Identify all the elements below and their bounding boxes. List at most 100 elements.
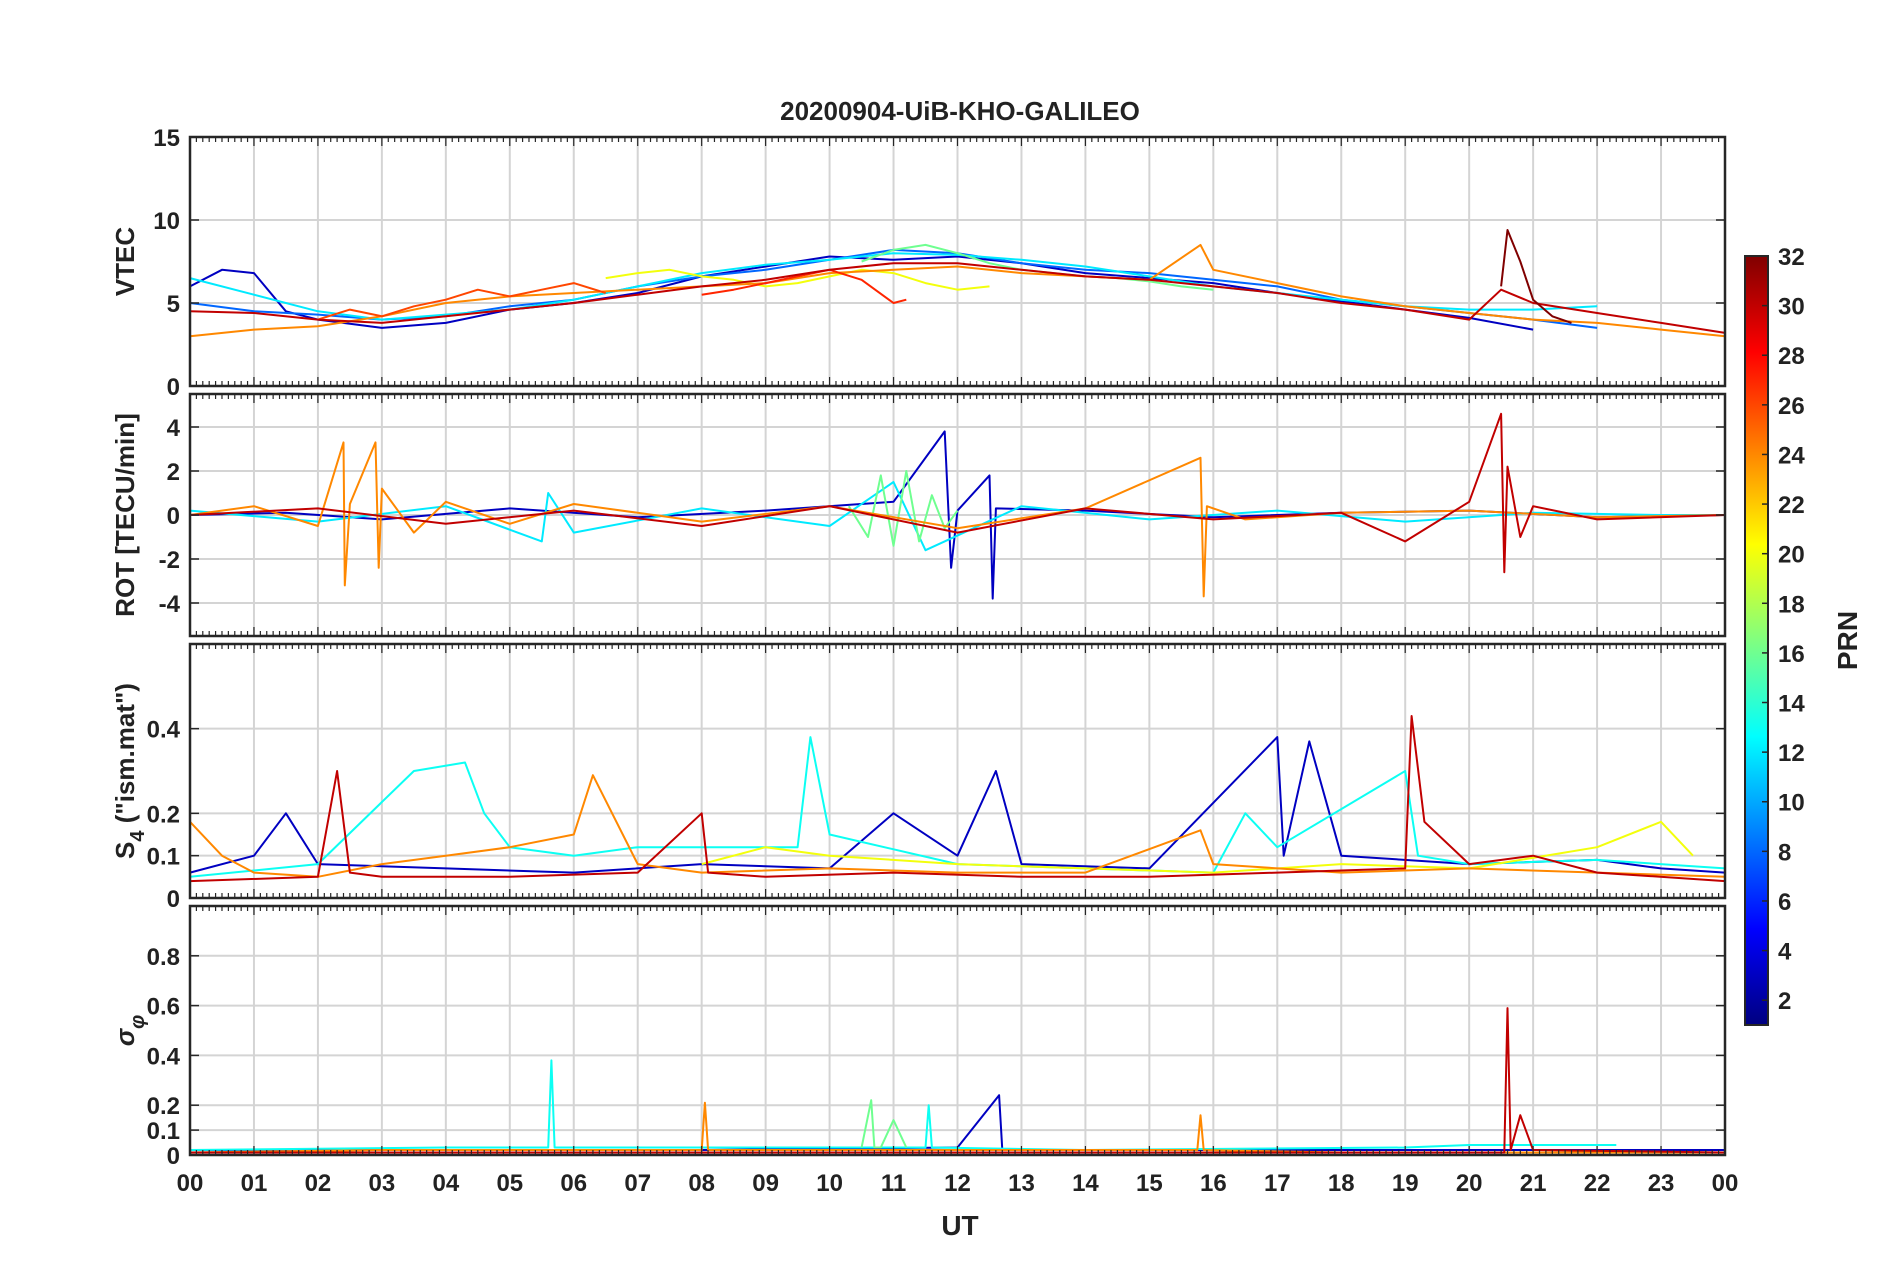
y-axis-label-main: σ: [110, 1027, 140, 1046]
x-tick-label: 04: [432, 1170, 459, 1197]
series-prn-16: [847, 470, 959, 547]
x-tick-label: 15: [1136, 1170, 1163, 1197]
panel-vtec: 0 5 10 15 VTEC: [110, 125, 1727, 401]
x-tick-label: 20: [1456, 1170, 1483, 1197]
x-tick-label: 06: [560, 1170, 587, 1197]
colorbar-tick-label: 28: [1778, 343, 1805, 370]
y-tick-label: 0.4: [147, 717, 181, 744]
y-axis-label: σφ: [110, 1015, 149, 1046]
x-tick-label: 19: [1392, 1170, 1419, 1197]
y-tick-label: 0: [167, 503, 180, 530]
y-axis-label: ROT [TECU/min]: [110, 413, 140, 617]
x-tick-label: 08: [688, 1170, 715, 1197]
panel-frame: [188, 904, 1727, 1157]
x-tick-label: 18: [1328, 1170, 1355, 1197]
series-prn-24: [189, 243, 1726, 338]
y-tick-label: -2: [159, 547, 180, 574]
series-prn-12: [189, 481, 1725, 552]
chart-title: 20200904-UiB-KHO-GALILEO: [780, 96, 1140, 126]
colorbar-tick-label: 22: [1778, 492, 1805, 519]
panel-frame: [188, 135, 1727, 388]
y-tick-label: 0: [167, 374, 180, 401]
x-tick-label: 07: [624, 1170, 651, 1197]
panel-s4: 00.10.20.4S4 ("ism.mat"): [110, 642, 1727, 913]
colorbar-tick-label: 14: [1778, 691, 1805, 718]
x-tick-label: 03: [369, 1170, 396, 1197]
colorbar-tick-label: 16: [1778, 641, 1805, 668]
panel-sigma_phi: 00.10.2 0.4 0.6 0.8 σφ: [110, 904, 1727, 1170]
y-axis-label: VTEC: [110, 227, 140, 297]
y-tick-label: 2: [167, 459, 180, 486]
y-tick-label: -4: [159, 591, 181, 618]
x-tick-label: 21: [1520, 1170, 1547, 1197]
colorbar-tick-label: 4: [1778, 939, 1792, 966]
colorbar-tick-label: 30: [1778, 294, 1805, 321]
series-prn-12: [189, 252, 1598, 321]
series-prn-13: [189, 736, 1726, 878]
y-tick-label: 5: [167, 291, 180, 318]
series-prn-13: [189, 1059, 1617, 1151]
colorbar-tick-label: 24: [1778, 442, 1805, 469]
colorbar-tick-label: 8: [1778, 839, 1791, 866]
colorbar-tick-label: 32: [1778, 244, 1805, 271]
x-tick-label: 11: [881, 1170, 906, 1197]
y-tick-label: 0.2: [147, 801, 180, 828]
colorbar-tick-label: 12: [1778, 740, 1805, 767]
x-tick-label: 02: [305, 1170, 332, 1197]
colorbar-tick-label: 2: [1778, 988, 1791, 1015]
x-tick-label: 09: [752, 1170, 779, 1197]
x-tick-label: 10: [816, 1170, 843, 1197]
series-prn-30: [189, 412, 1726, 574]
y-tick-label: 0.1: [147, 1118, 180, 1145]
x-tick-label: 23: [1648, 1170, 1675, 1197]
series-prn-30: [189, 262, 1726, 334]
y-tick-label: 0.6: [147, 994, 180, 1021]
y-tick-label: 0: [167, 886, 180, 913]
series-prn-30: [190, 1007, 1726, 1154]
panel-frame: [188, 642, 1727, 900]
series-prn-3: [189, 736, 1726, 874]
y-tick-label: 0.1: [147, 844, 180, 871]
y-tick-label: 10: [153, 208, 180, 235]
colorbar-tick-label: 18: [1778, 591, 1805, 618]
y-tick-label: 0.8: [147, 944, 180, 971]
y-tick-label: 0: [167, 1143, 180, 1170]
y-tick-label: 15: [153, 125, 180, 152]
series-prn-20: [605, 268, 990, 291]
colorbar-label: PRN: [1832, 611, 1863, 670]
y-tick-label: 0.4: [147, 1043, 181, 1070]
panel-frame: [188, 392, 1727, 638]
panel-rot: -4 -2 0 2 4 ROT [TECU/min]: [110, 392, 1727, 638]
series-prn-30: [189, 715, 1726, 883]
y-axis-label-subscript: 4: [127, 830, 149, 842]
x-tick-label: 16: [1200, 1170, 1227, 1197]
series-prn-32: [1500, 229, 1572, 324]
y-axis-label-subscript: φ: [127, 1015, 149, 1029]
colorbar-gradient: [1745, 256, 1768, 1025]
series-prn-26: [317, 282, 606, 321]
y-axis-label-main: S: [110, 842, 140, 859]
x-tick-label: 00: [177, 1170, 204, 1197]
series-prn-20: [701, 820, 1694, 874]
x-tick-label: 00: [1712, 1170, 1739, 1197]
y-axis-label: S4 ("ism.mat"): [110, 683, 149, 859]
x-tick-label: 17: [1264, 1170, 1291, 1197]
colorbar-tick-label: 20: [1778, 542, 1805, 569]
colorbar-tick-label: 10: [1778, 790, 1805, 817]
x-tick-label: 05: [496, 1170, 523, 1197]
x-axis-label: UT: [941, 1210, 978, 1241]
colorbar-tick-label: 6: [1778, 889, 1791, 916]
x-tick-label: 12: [944, 1170, 971, 1197]
x-tick-label: 13: [1008, 1170, 1035, 1197]
x-tick-label: 14: [1072, 1170, 1099, 1197]
colorbar-frame: [1744, 255, 1769, 1026]
y-axis-label-rest: ("ism.mat"): [110, 683, 140, 830]
x-tick-label: 01: [241, 1170, 268, 1197]
y-tick-label: 0.2: [147, 1093, 180, 1120]
series-prn-16: [860, 1099, 908, 1149]
y-tick-label: 4: [167, 415, 181, 442]
colorbar-tick-label: 26: [1778, 393, 1805, 420]
